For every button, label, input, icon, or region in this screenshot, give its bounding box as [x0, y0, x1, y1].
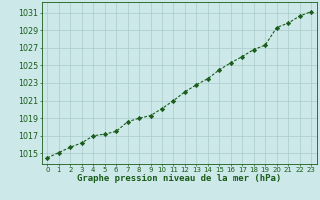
X-axis label: Graphe pression niveau de la mer (hPa): Graphe pression niveau de la mer (hPa): [77, 174, 281, 183]
